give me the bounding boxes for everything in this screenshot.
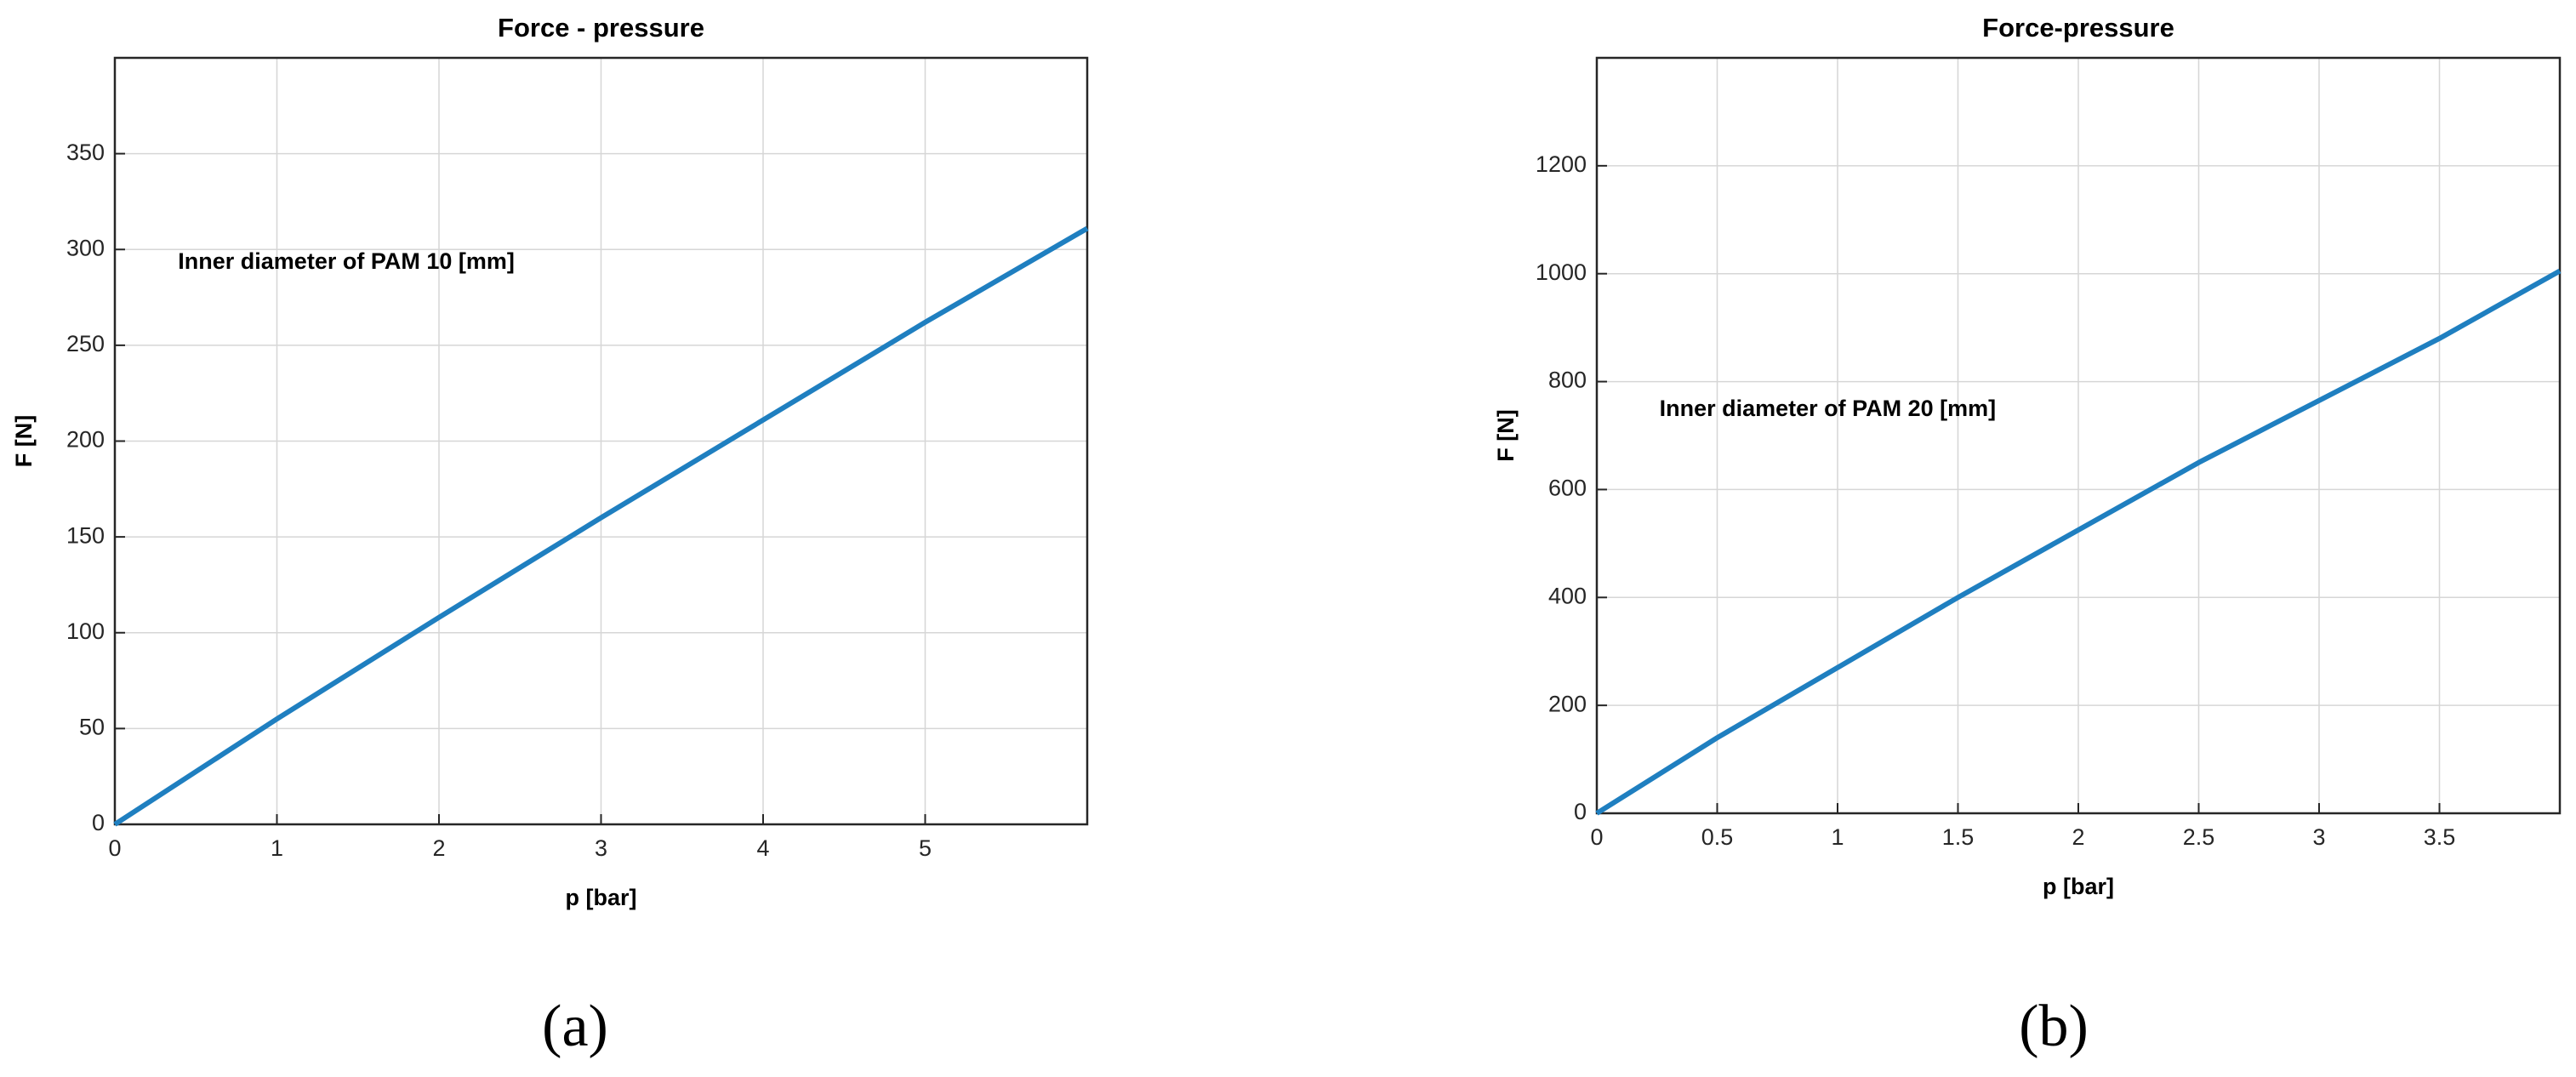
panel-caption: (b) bbox=[2019, 994, 2089, 1059]
x-tick-label: 2 bbox=[2072, 824, 2084, 850]
y-tick-label: 600 bbox=[1548, 476, 1587, 501]
chart-title: Force-pressure bbox=[1982, 13, 2174, 43]
y-tick-label: 150 bbox=[66, 522, 105, 548]
y-tick-label: 0 bbox=[92, 810, 105, 835]
y-tick-label: 100 bbox=[66, 618, 105, 644]
x-tick-label: 3 bbox=[595, 835, 607, 861]
y-tick-label: 50 bbox=[79, 715, 105, 740]
y-tick-label: 300 bbox=[66, 235, 105, 260]
panel-caption: (a) bbox=[542, 994, 608, 1059]
annotation: Inner diameter of PAM 20 [mm] bbox=[1660, 396, 1997, 421]
x-tick-label: 2 bbox=[432, 835, 445, 861]
x-tick-label: 5 bbox=[919, 835, 932, 861]
x-tick-label: 0 bbox=[1590, 824, 1603, 850]
x-tick-label: 1 bbox=[271, 835, 283, 861]
x-axis-label: p [bar] bbox=[566, 885, 637, 910]
x-tick-label: 2.5 bbox=[2183, 824, 2215, 850]
x-tick-label: 0.5 bbox=[1701, 824, 1734, 850]
y-axis-label: F [N] bbox=[1493, 409, 1519, 461]
x-tick-label: 1 bbox=[1831, 824, 1844, 850]
y-tick-label: 250 bbox=[66, 331, 105, 356]
x-axis-label: p [bar] bbox=[2043, 874, 2114, 899]
y-tick-label: 350 bbox=[66, 140, 105, 165]
x-tick-label: 0 bbox=[108, 835, 121, 861]
x-tick-label: 3 bbox=[2312, 824, 2325, 850]
y-tick-label: 0 bbox=[1574, 799, 1587, 824]
y-axis-label: F [N] bbox=[11, 415, 37, 467]
y-tick-label: 800 bbox=[1548, 368, 1587, 393]
y-tick-label: 400 bbox=[1548, 583, 1587, 608]
y-tick-label: 200 bbox=[66, 427, 105, 453]
x-tick-label: 1.5 bbox=[1942, 824, 1975, 850]
axes-frame bbox=[113, 56, 1089, 826]
annotation: Inner diameter of PAM 10 [mm] bbox=[178, 248, 515, 274]
data-line bbox=[113, 225, 1089, 827]
y-tick-label: 200 bbox=[1548, 691, 1587, 716]
x-tick-label: 3.5 bbox=[2424, 824, 2456, 850]
axes-frame bbox=[1595, 56, 2562, 815]
data-line bbox=[1595, 268, 2562, 816]
y-tick-label: 1200 bbox=[1536, 151, 1587, 177]
x-tick-label: 4 bbox=[756, 835, 769, 861]
chart-title: Force - pressure bbox=[498, 13, 704, 43]
y-tick-label: 1000 bbox=[1536, 259, 1587, 285]
